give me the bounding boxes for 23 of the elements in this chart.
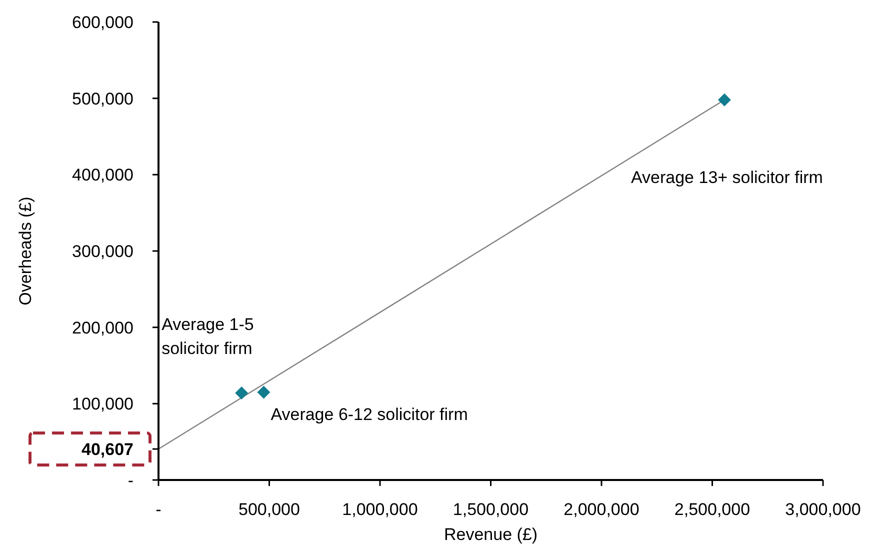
y-tick-label: 40,607 bbox=[82, 440, 134, 459]
y-tick-label: - bbox=[128, 470, 134, 490]
point bbox=[718, 93, 731, 106]
x-axis-title: Revenue (£) bbox=[444, 525, 538, 544]
y-axis-title: Overheads (£) bbox=[16, 196, 35, 306]
point bbox=[257, 386, 270, 399]
y-tick-label: 500,000 bbox=[72, 89, 134, 108]
y-tick-label: 200,000 bbox=[72, 318, 134, 338]
x-tick-label: 1,000,000 bbox=[342, 500, 418, 519]
x-tick-label: 500,000 bbox=[238, 500, 300, 519]
x-tick-label: - bbox=[156, 500, 162, 519]
x-tick-label: 1,500,000 bbox=[452, 500, 529, 519]
y-tick-label: 600,000 bbox=[72, 12, 134, 32]
point bbox=[235, 386, 248, 400]
annotation: Average 6-12 solicitor firm bbox=[270, 405, 468, 424]
y-tick-label: 300,000 bbox=[72, 242, 134, 261]
x-tick-label: 2,000,000 bbox=[564, 500, 640, 519]
x-tick-label: 3,000,000 bbox=[785, 500, 861, 519]
annotation: Average 1-5 solicitor firm bbox=[162, 314, 254, 358]
x-tick-label: 2,500,000 bbox=[674, 500, 750, 519]
annotation: Average 13+ solicitor firm bbox=[631, 168, 823, 187]
y-tick-label: 100,000 bbox=[72, 394, 134, 414]
y-tick-label: 400,000 bbox=[72, 166, 134, 185]
